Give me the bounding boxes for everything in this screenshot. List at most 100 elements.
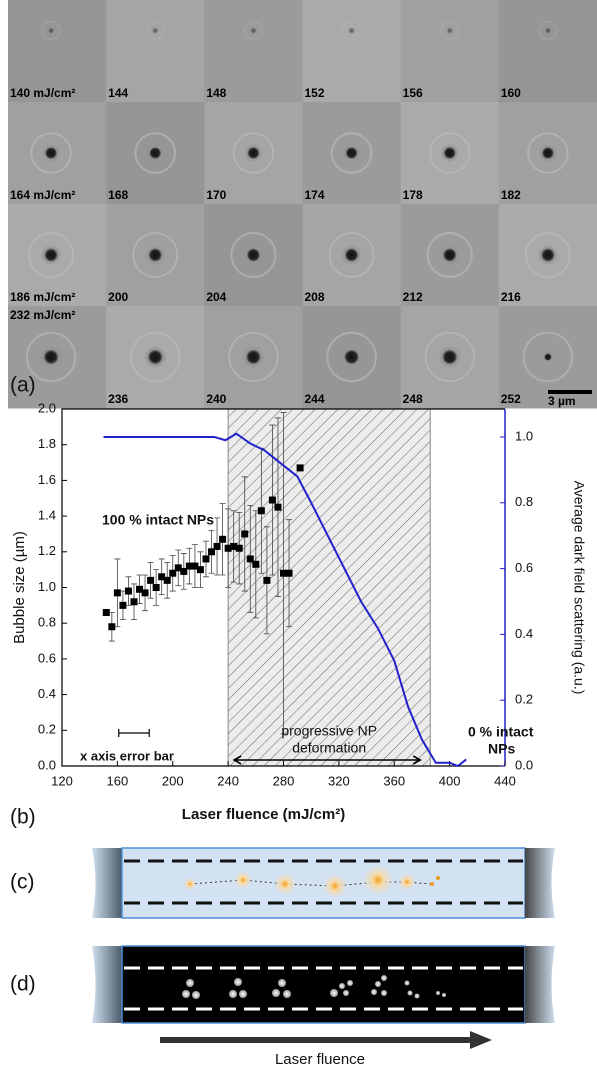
x-error-sample xyxy=(118,729,150,737)
bubble-ring xyxy=(527,132,569,174)
micrograph xyxy=(8,0,107,103)
data-point xyxy=(268,496,276,504)
bubble xyxy=(347,26,356,35)
x-tick-label: 280 xyxy=(273,773,295,788)
panel-label: (d) xyxy=(10,973,36,996)
bubble-ring xyxy=(428,132,471,174)
y-tick-label: 0.8 xyxy=(38,615,56,630)
y-tick-label: 1.0 xyxy=(38,579,56,594)
bubble xyxy=(340,346,363,368)
annotation: x axis error bar xyxy=(80,748,174,763)
data-point xyxy=(213,542,221,550)
data-point xyxy=(235,544,243,552)
bubble xyxy=(542,351,554,363)
bubble-ring xyxy=(330,132,373,174)
bubble xyxy=(145,245,166,265)
panel-a: 140 mJ/cm² 144 148 152 156 160 164 mJ/cm² 168 17… xyxy=(8,0,597,409)
annotation: deformation xyxy=(292,740,366,756)
x-tick-label: 440 xyxy=(494,773,516,788)
micrograph xyxy=(204,0,303,103)
tube xyxy=(121,847,526,919)
bubble xyxy=(47,26,56,35)
data-point xyxy=(185,562,193,570)
particle xyxy=(364,866,392,894)
particle xyxy=(436,876,440,880)
y-tick-label: 2.0 xyxy=(38,400,56,415)
bubble-ring xyxy=(30,132,72,174)
data-point xyxy=(257,507,265,515)
bubble xyxy=(342,144,361,162)
y2-tick-label: 1.0 xyxy=(515,428,533,443)
particle xyxy=(324,875,346,897)
arrow-head xyxy=(470,1031,492,1049)
frame-label: 244 xyxy=(305,392,325,406)
y2-tick-label: 0.6 xyxy=(515,560,533,575)
data-point xyxy=(163,576,171,584)
y2-tick-label: 0.4 xyxy=(515,626,533,641)
frame-label: 240 xyxy=(206,392,226,406)
bubble xyxy=(543,26,552,35)
x-tick-label: 320 xyxy=(328,773,350,788)
data-point xyxy=(141,589,149,597)
bubble-ring xyxy=(538,20,558,41)
bubble xyxy=(438,346,461,368)
bubble xyxy=(41,245,62,265)
bubble-ring xyxy=(326,331,377,383)
y-tick-label: 0.6 xyxy=(38,650,56,665)
micrograph xyxy=(498,0,597,103)
bubble xyxy=(440,144,459,162)
x-axis-label: Laser fluence (mJ/cm²) xyxy=(182,806,345,823)
y-tick-label: 0.0 xyxy=(38,757,56,772)
bubble xyxy=(341,245,362,265)
micrograph xyxy=(400,0,500,103)
x-tick-label: 240 xyxy=(217,773,239,788)
bubble xyxy=(445,26,454,35)
data-point xyxy=(208,548,216,556)
bubble-ring xyxy=(228,331,279,383)
bubble xyxy=(243,245,264,265)
frame-label: 156 xyxy=(403,86,423,100)
frame-label: 140 mJ/cm² xyxy=(10,86,75,100)
frame-label: 160 xyxy=(501,86,521,100)
tube xyxy=(121,945,526,1024)
bubble xyxy=(146,144,165,162)
data-point xyxy=(124,587,132,595)
bubble xyxy=(40,346,63,368)
bubble-ring xyxy=(130,331,181,383)
data-point xyxy=(219,535,227,543)
y-axis-label: Bubble size (µm) xyxy=(11,531,28,644)
panel-label: (a) xyxy=(10,374,36,397)
frame-label: 174 xyxy=(305,188,325,202)
panel-b: 120 160 200 240 280 320 360 400 4400.00.20.40.60… xyxy=(10,400,587,828)
frame-label: 216 xyxy=(501,290,521,304)
y2-tick-label: 0.0 xyxy=(515,757,533,772)
tube-cap xyxy=(525,946,555,1023)
tube-cap xyxy=(525,848,555,918)
bubble-ring xyxy=(232,132,275,174)
y-tick-label: 0.4 xyxy=(38,686,56,701)
bubble-ring xyxy=(426,232,473,278)
bubble-ring xyxy=(145,20,166,41)
bubble-ring xyxy=(522,331,574,383)
data-point xyxy=(252,560,260,568)
bubble-ring xyxy=(341,20,362,41)
bubble-ring xyxy=(134,132,177,174)
bubble xyxy=(538,144,557,162)
panel-label: (c) xyxy=(10,871,35,894)
frame-label: 212 xyxy=(403,290,423,304)
panel-label: (b) xyxy=(10,806,36,829)
frame-label: 248 xyxy=(403,392,423,406)
data-point xyxy=(230,542,238,550)
particle xyxy=(399,874,415,890)
annotation: NPs xyxy=(488,741,515,757)
particle xyxy=(275,874,295,894)
bubble-ring xyxy=(28,232,75,278)
frame-label: 186 mJ/cm² xyxy=(10,290,75,304)
bubble xyxy=(439,245,460,265)
frame-label: 204 xyxy=(206,290,226,304)
frame-label: 236 xyxy=(108,392,128,406)
line-series xyxy=(103,432,467,768)
data-point xyxy=(191,562,199,570)
y2-tick-label: 0.2 xyxy=(515,692,533,707)
bubble xyxy=(244,144,263,162)
